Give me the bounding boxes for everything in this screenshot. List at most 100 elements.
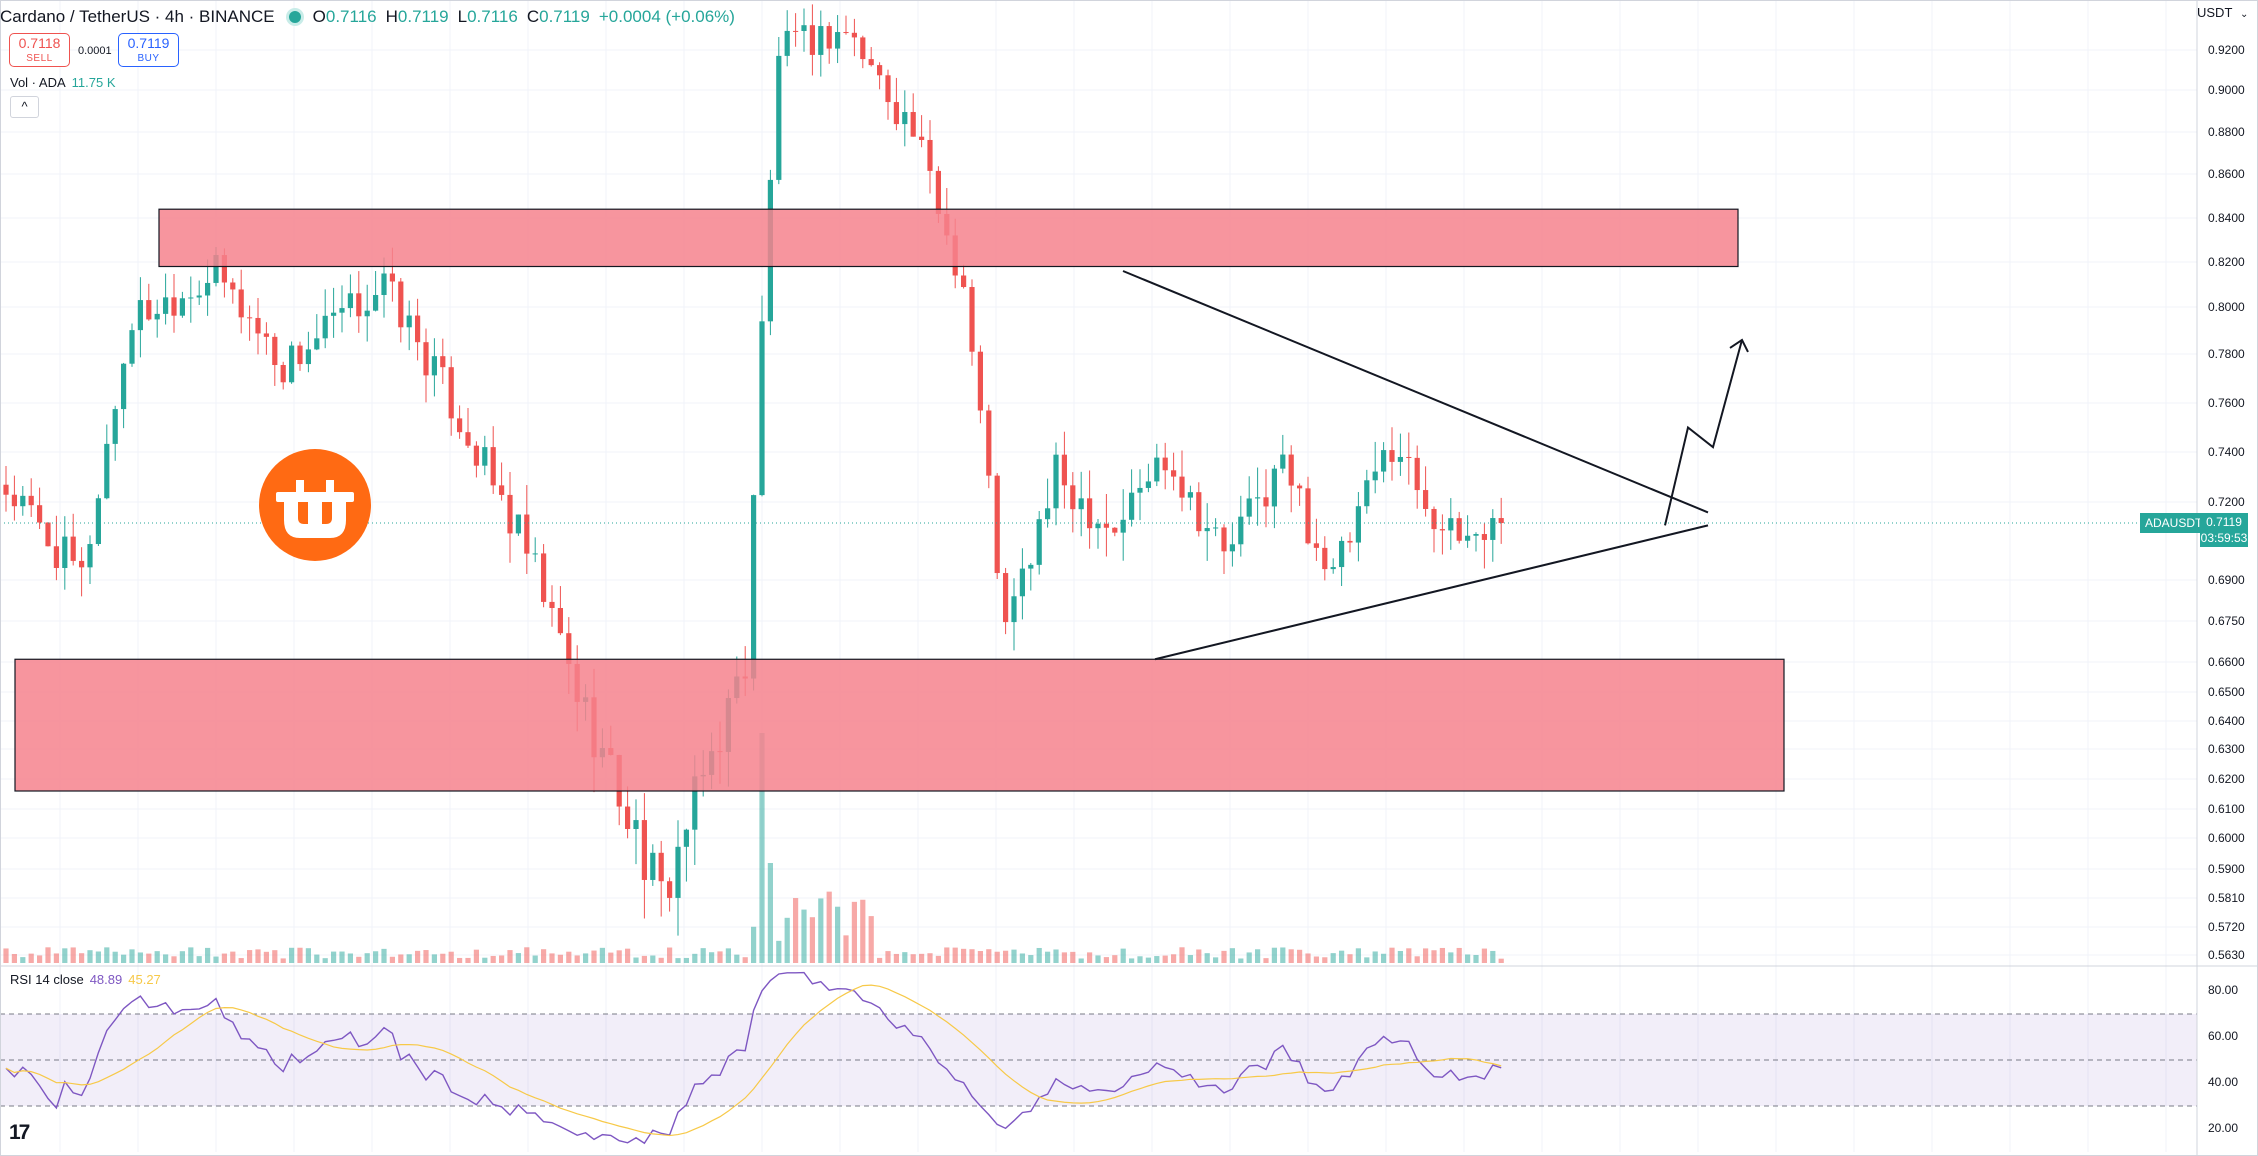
currency-selector[interactable]: USDT (2197, 5, 2233, 20)
volume-bar (440, 953, 446, 963)
candle-body (927, 139, 933, 171)
volume-bar (1381, 953, 1387, 963)
volume-bar (524, 947, 530, 963)
symbol-legend[interactable]: Cardano / TetherUS · 4h · BINANCE O 0.711… (0, 4, 744, 30)
rsi-axis-label: 20.00 (2208, 1121, 2239, 1135)
candle-body (1498, 518, 1504, 524)
candle-body (1154, 457, 1160, 482)
volume-bar (280, 958, 286, 963)
candle-body (457, 418, 463, 433)
candle-body (20, 495, 26, 507)
volume-bar (1196, 949, 1202, 963)
volume-bar (1019, 953, 1025, 963)
volume-bar (1246, 952, 1252, 963)
rsi-value: 48.89 (89, 972, 123, 987)
price-axis-label: 0.6000 (2208, 831, 2245, 845)
candle-body (1171, 470, 1177, 477)
candle-body (230, 282, 236, 290)
candle-body (415, 315, 421, 343)
candle-body (129, 330, 135, 364)
tradingview-logo[interactable]: 17 (9, 1121, 30, 1144)
ohlc-high-key: H (385, 7, 398, 26)
candle-body (524, 514, 530, 554)
volume-legend[interactable]: Vol · ADA 11.75 K (10, 75, 116, 90)
volume-bar (255, 949, 261, 963)
price-axis-label: 0.6400 (2208, 714, 2245, 728)
volume-bar (1087, 952, 1093, 963)
candle-body (62, 536, 68, 568)
candle-body (1045, 508, 1051, 520)
candle-body (389, 273, 395, 282)
price-axis-label: 0.8600 (2208, 167, 2245, 181)
candle-body (541, 553, 547, 602)
volume-bar (381, 948, 387, 963)
volume-bar (465, 957, 471, 963)
volume-bar (835, 906, 841, 963)
price-axis-label: 0.5720 (2208, 920, 2245, 934)
volume-bar (499, 955, 505, 963)
price-axis-label: 0.8200 (2208, 255, 2245, 269)
volume-bar (1061, 952, 1067, 963)
volume-bar (45, 947, 51, 963)
volume-bar (1011, 949, 1017, 963)
volume-bar (221, 953, 227, 963)
volume-bar (507, 950, 513, 963)
volume-bar (1423, 948, 1429, 963)
volume-bar (658, 957, 664, 963)
buy-button[interactable]: 0.7119 BUY (118, 33, 179, 67)
volume-bar (675, 958, 681, 963)
volume-bar (3, 948, 9, 963)
candle-body (1364, 480, 1370, 507)
symbol-title[interactable]: Cardano / TetherUS · 4h · BINANCE (0, 7, 275, 26)
volume-bar (952, 947, 958, 963)
rsi-axis-label: 60.00 (2208, 1029, 2239, 1043)
candle-body (801, 25, 807, 32)
volume-bar (289, 947, 295, 963)
price-axis-label: 0.6200 (2208, 772, 2245, 786)
volume-bar (1263, 958, 1269, 963)
candle-body (826, 26, 832, 49)
volume-bar (1297, 949, 1303, 963)
volume-bar (1448, 952, 1454, 963)
candle-body (935, 170, 941, 214)
sell-button[interactable]: 0.7118 SELL (9, 33, 70, 67)
candle-body (205, 282, 211, 296)
rsi-line (5, 971, 1502, 1145)
volume-bar (1406, 948, 1412, 963)
candle-body (87, 544, 93, 568)
volume-bar (977, 951, 983, 963)
volume-bar (423, 950, 429, 963)
volume-bar (62, 948, 68, 963)
candle-body (112, 409, 118, 444)
chevron-down-icon[interactable]: ⌄ (2240, 9, 2249, 20)
volume-bar (37, 955, 43, 963)
candle-body (1061, 454, 1067, 486)
ohlc-low-key: L (457, 7, 468, 26)
volume-bar (633, 957, 639, 963)
candle-body (809, 25, 815, 55)
current-price: 0.7119 (2206, 515, 2242, 530)
drawings (0, 270, 2197, 661)
candle-body (1431, 508, 1437, 530)
candle-body (835, 32, 841, 49)
candle-body (658, 852, 664, 882)
ohlc-high-value: 0.7119 (397, 7, 449, 26)
volume-bar (1330, 953, 1336, 963)
sell-label: SELL (26, 53, 53, 64)
candle-body (280, 365, 286, 383)
rsi-legend[interactable]: RSI 14 close 48.89 45.27 (10, 972, 161, 987)
candle-body (759, 321, 765, 496)
volume-bar (919, 953, 925, 963)
volume-bar (1347, 954, 1353, 963)
volume-bar (129, 949, 135, 963)
price-axis-label: 0.6100 (2208, 802, 2245, 816)
volume-bar (188, 947, 194, 963)
ohlc-open-value: 0.7116 (325, 7, 377, 26)
rsi-ma-line (5, 984, 1502, 1137)
candle-body (247, 317, 253, 319)
spread-value: 0.0001 (78, 45, 112, 57)
volume-bar (1053, 949, 1059, 963)
candle-body (1221, 527, 1227, 552)
collapse-legend-button[interactable]: ^ (10, 96, 39, 118)
